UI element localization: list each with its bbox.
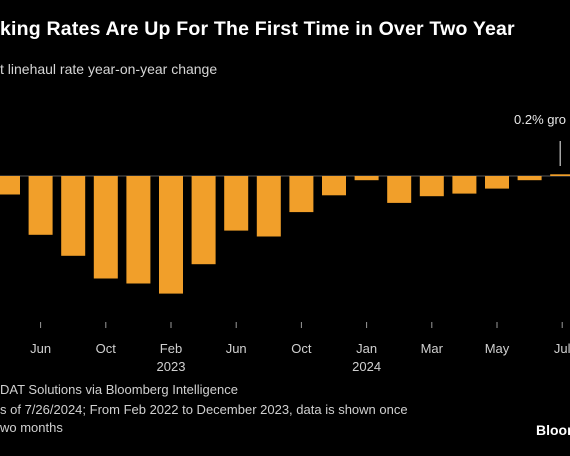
bar-2023-02 <box>159 176 183 294</box>
x-tick-label: Jan <box>356 341 377 356</box>
bar-2023-08 <box>256 176 281 237</box>
bar-2024-02 <box>387 176 412 203</box>
bar-2024-03 <box>419 176 444 197</box>
bar-2022-04 <box>0 176 20 195</box>
annotation-label: 0.2% gro <box>514 112 566 127</box>
bar-2023-10 <box>289 176 314 213</box>
bar-2024-06 <box>517 176 542 181</box>
bar-2024-04 <box>452 176 477 194</box>
source-note: DAT Solutions via Bloomberg Intelligence <box>0 382 238 397</box>
chart-title: king Rates Are Up For The First Time in … <box>0 18 515 40</box>
x-tick-year-label: 2023 <box>157 359 186 374</box>
bar-chart: Jun Oct Feb 2023 Jun Oct Jan 2024 Mar May Jul 0.2%… <box>0 112 570 374</box>
chart-subtitle: t linehaul rate year-on-year change <box>0 61 218 77</box>
x-tick-label: Mar <box>421 341 444 356</box>
bar-2023-04 <box>191 176 216 265</box>
bar-2024-07 <box>550 174 570 176</box>
bar-2024-01 <box>354 176 379 181</box>
x-tick-label: Jun <box>226 341 247 356</box>
x-tick-label: Feb <box>160 341 182 356</box>
data-note-line1: s of 7/26/2024; From Feb 2022 to Decembe… <box>0 402 408 417</box>
x-tick-label: Jul <box>554 341 570 356</box>
bar-2022-06 <box>28 176 53 235</box>
bar-2022-10 <box>93 176 118 279</box>
x-tick-label: May <box>485 341 510 356</box>
x-tick-year-label: 2024 <box>352 359 381 374</box>
x-tick-label: Jun <box>30 341 51 356</box>
data-note-line2: wo months <box>0 420 63 435</box>
bar-2022-12 <box>126 176 151 284</box>
bar-2022-08 <box>61 176 86 256</box>
bloomberg-logo: Bloom <box>536 422 570 438</box>
x-tick-label: Oct <box>96 341 117 356</box>
x-tick-label: Oct <box>291 341 312 356</box>
bar-2023-12 <box>322 176 346 196</box>
bar-2023-06 <box>224 176 249 231</box>
bar-2024-05 <box>485 176 509 189</box>
